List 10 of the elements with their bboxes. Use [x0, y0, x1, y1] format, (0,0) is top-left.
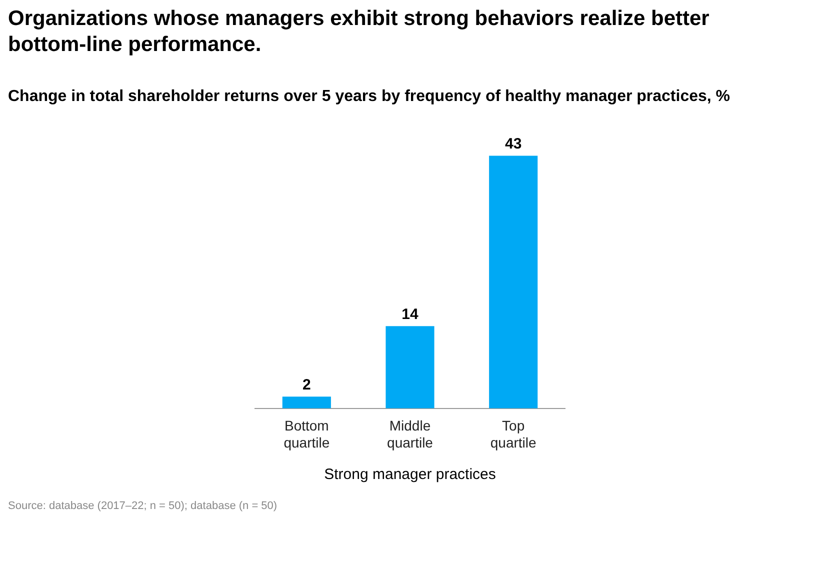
source-note: Source: database (2017–22; n = 50); database (n = 50) [8, 500, 278, 512]
data-label: 14 [402, 306, 419, 323]
data-label: 2 [302, 376, 311, 394]
x-tick-label: Top quartile [490, 418, 537, 450]
data-label: 43 [504, 135, 522, 152]
x-tick-label: Bottom quartile [284, 418, 330, 450]
x-tick-label: Middle quartile [387, 418, 434, 450]
x-axis-title: Strong manager practices [324, 466, 496, 484]
chart-title: Organizations whose managers exhibit strong behaviors realize better bottom-line performance. [8, 6, 710, 58]
chart-subtitle: Change in total shareholder returns over 5 years by frequency of healthy manager practices, % [8, 88, 730, 106]
